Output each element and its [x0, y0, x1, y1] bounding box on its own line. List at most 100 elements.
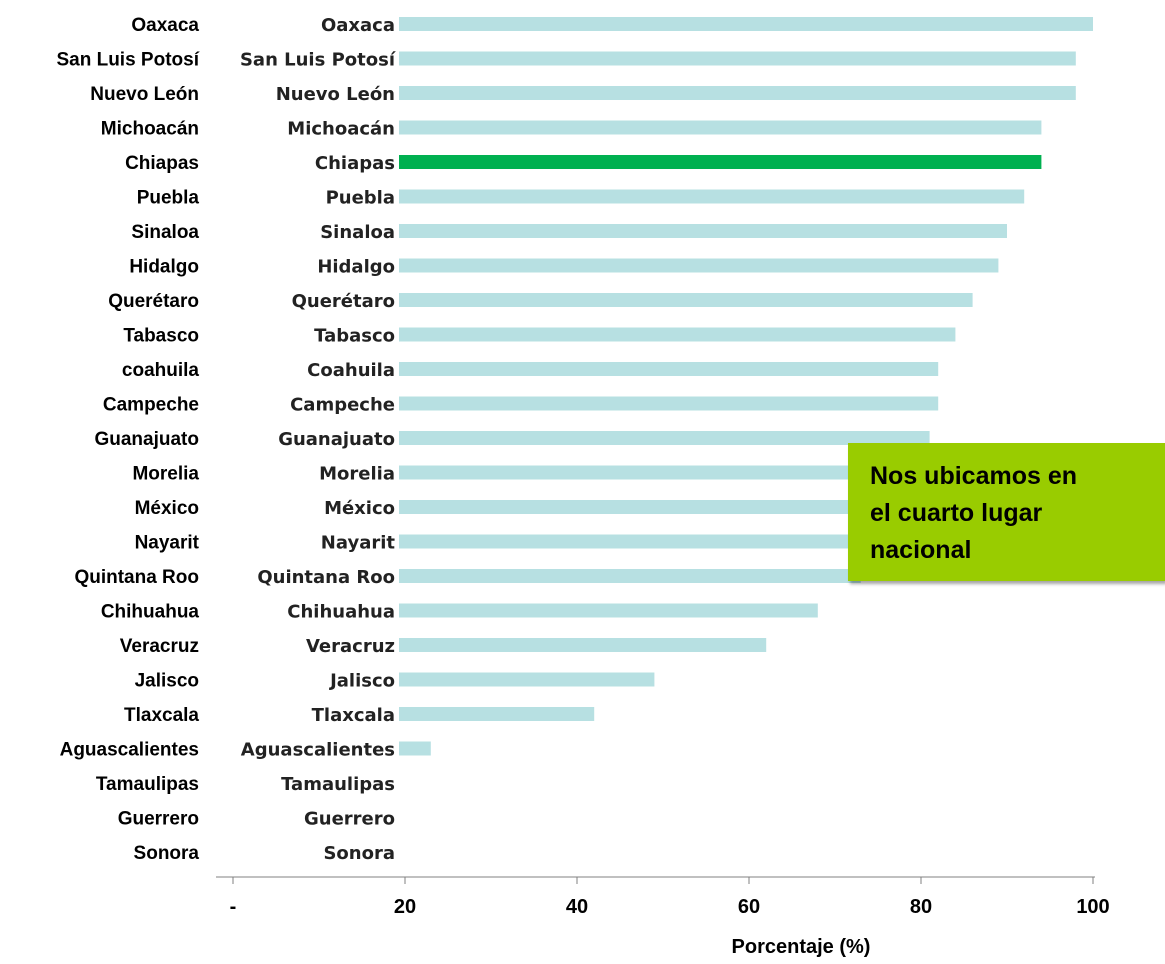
bar: [399, 155, 1042, 169]
label-background: [309, 703, 397, 725]
callout-box: [848, 443, 1165, 581]
bar: [399, 327, 956, 342]
label-background: [303, 634, 397, 656]
category-label: Morelia: [319, 464, 395, 485]
bar: [399, 638, 767, 652]
back-label: Jalisco: [135, 671, 199, 692]
back-label: Morelia: [132, 464, 199, 485]
bar: [399, 707, 595, 721]
back-label: Nayarit: [135, 533, 200, 554]
category-label: Michoacán: [287, 119, 395, 140]
label-background: [317, 461, 397, 484]
label-background: [321, 841, 397, 863]
back-label: Chiapas: [125, 153, 199, 174]
x-tick-label: 20: [394, 896, 416, 918]
back-label: Querétaro: [108, 291, 199, 312]
bar: [399, 362, 939, 376]
back-label: Tabasco: [123, 326, 199, 347]
back-label: Hidalgo: [129, 257, 199, 278]
bar: [399, 17, 1093, 31]
category-label: Hidalgo: [317, 257, 395, 278]
bar: [399, 741, 431, 756]
x-axis: - 20 40 60 80 100: [216, 876, 1110, 918]
label-background: [312, 151, 397, 173]
label-background: [318, 13, 397, 35]
category-label: Chihuahua: [287, 602, 395, 623]
back-label: Tamaulipas: [96, 774, 199, 795]
label-background: [315, 254, 397, 277]
label-background: [279, 772, 397, 794]
x-tick-label: 100: [1076, 896, 1109, 918]
back-label: Tlaxcala: [124, 705, 199, 726]
category-label: Nuevo León: [276, 84, 395, 105]
category-label: Quintana Roo: [257, 567, 395, 588]
back-label: Oaxaca: [131, 15, 199, 36]
label-background: [326, 668, 397, 691]
category-label: Nayarit: [321, 533, 396, 554]
category-label: Aguascalientes: [241, 740, 395, 761]
bar: [399, 258, 999, 273]
category-label: Chiapas: [315, 153, 395, 174]
bar: [399, 120, 1042, 135]
label-background: [276, 427, 397, 449]
label-background: [255, 565, 397, 587]
category-label: Coahuila: [307, 360, 395, 381]
x-tick-label: -: [230, 896, 237, 918]
label-background: [273, 82, 397, 104]
label-background: [285, 116, 397, 139]
label-background: [318, 530, 398, 553]
back-label: Quintana Roo: [74, 567, 199, 588]
bar: [399, 86, 1076, 100]
bar: [399, 465, 896, 480]
label-background: [237, 47, 398, 70]
category-labels: Oaxaca San Luis Potosí Nuevo León Michoacán…: [237, 13, 398, 864]
back-label: Veracruz: [120, 636, 199, 657]
bar: [399, 51, 1076, 66]
x-tick-label: 40: [566, 896, 588, 918]
label-background: [238, 737, 397, 760]
label-background: [288, 392, 397, 415]
back-label: Puebla: [137, 188, 200, 209]
back-label: Sinaloa: [131, 222, 199, 243]
category-label: Sonora: [323, 843, 395, 864]
category-label: Querétaro: [292, 291, 395, 312]
back-label: Sonora: [134, 843, 200, 864]
label-background: [322, 496, 397, 518]
bar: [399, 500, 896, 514]
bar: [399, 431, 930, 445]
bar: [399, 224, 1007, 238]
bar: [399, 569, 861, 583]
callout-text: Nos ubicamos en el cuarto lugar nacional: [870, 462, 1077, 564]
back-labels: Oaxaca San Luis Potosí Nuevo León Michoacán…: [56, 15, 199, 864]
label-background: [323, 185, 397, 208]
back-label: Chihuahua: [101, 602, 200, 623]
category-label: Veracruz: [306, 636, 395, 657]
back-label: San Luis Potosí: [56, 50, 199, 71]
category-label: México: [324, 498, 395, 519]
bar: [399, 396, 939, 411]
back-label: Guerrero: [118, 809, 199, 830]
back-label: Nuevo León: [90, 84, 199, 105]
back-label: coahuila: [122, 360, 200, 381]
category-label: Jalisco: [328, 671, 395, 692]
back-label: Guanajuato: [94, 429, 199, 450]
label-background: [285, 599, 397, 622]
category-label: Guanajuato: [278, 429, 395, 450]
back-label: Aguascalientes: [60, 740, 199, 761]
category-label: San Luis Potosí: [240, 50, 396, 71]
label-background: [312, 323, 397, 346]
label-background: [301, 806, 397, 829]
category-label: Tamaulipas: [281, 774, 395, 795]
category-label: Tlaxcala: [312, 705, 395, 726]
category-label: Sinaloa: [320, 222, 395, 243]
category-label: Oaxaca: [321, 15, 395, 36]
category-label: Guerrero: [304, 809, 395, 830]
label-background: [305, 358, 397, 380]
bar: [399, 293, 973, 307]
bar: [399, 189, 1025, 204]
x-tick-label: 80: [910, 896, 932, 918]
x-axis-title: Porcentaje (%): [732, 936, 871, 958]
x-tick-label: 60: [738, 896, 760, 918]
bars: [399, 17, 1093, 756]
